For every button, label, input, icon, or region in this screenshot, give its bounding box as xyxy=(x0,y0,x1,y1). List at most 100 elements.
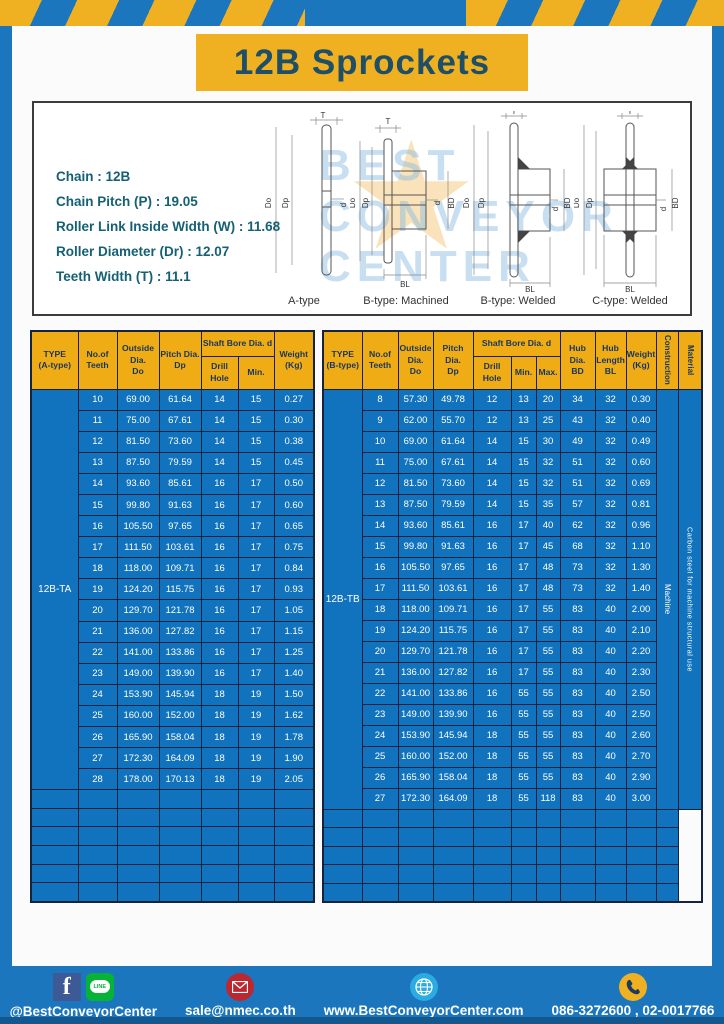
empty-cell xyxy=(158,826,202,847)
table-cell: 40 xyxy=(594,745,627,768)
empty-cell xyxy=(273,826,315,847)
empty-cell xyxy=(30,826,79,847)
table-cell: 32 xyxy=(594,409,627,432)
table-cell: 17 xyxy=(510,661,537,684)
table-cell: 153.90 xyxy=(116,683,160,706)
table-cell: 19 xyxy=(77,578,118,601)
table-cell: 16 xyxy=(472,703,512,726)
table-cell: 69.00 xyxy=(116,388,160,411)
svg-text:Do: Do xyxy=(462,197,471,208)
table-cell: 28 xyxy=(77,768,118,791)
table-cell: 55 xyxy=(510,745,537,768)
table-cell: 14 xyxy=(200,451,239,474)
empty-cell xyxy=(116,826,160,847)
empty-cell xyxy=(158,807,202,828)
table-cell: 160.00 xyxy=(116,704,160,728)
table-cell: 93.60 xyxy=(397,514,434,537)
table-row: 20 129.70 121.78 16 17 55 83 40 2.20 xyxy=(323,640,702,663)
table-cell: 16 xyxy=(472,682,512,705)
table-cell: 16 xyxy=(77,515,118,538)
table-b-type: TYPE (B-type) No.of Teeth Outside Dia. D… xyxy=(322,330,704,903)
empty-cell xyxy=(361,808,399,828)
diagram-label: A-type xyxy=(288,295,320,307)
table-cell: 12 xyxy=(361,472,399,495)
table-cell: 40 xyxy=(594,787,627,810)
table-row: 15 99.80 91.63 16 17 45 68 32 1.10 xyxy=(323,535,702,558)
table-cell: 158.04 xyxy=(158,725,202,749)
table-cell: 124.20 xyxy=(397,619,434,642)
table-cell: 14 xyxy=(200,430,239,453)
table-cell: 2.00 xyxy=(625,598,657,621)
table-cell: 2.90 xyxy=(625,766,657,789)
empty-cell xyxy=(655,808,679,828)
table-cell: 87.50 xyxy=(397,493,434,516)
empty-cell xyxy=(397,882,434,902)
table-row: 11 75.00 67.61 14 15 32 51 32 0.60 xyxy=(323,451,702,474)
phone-icon xyxy=(618,972,647,1001)
col-header-min: Min. xyxy=(510,355,537,390)
table-row: 12 81.50 73.60 14 15 0.38 xyxy=(31,430,315,453)
spec-line: Chain : 12B xyxy=(56,169,131,184)
table-cell: 18 xyxy=(200,768,239,791)
empty-cell xyxy=(200,845,239,865)
svg-text:BD: BD xyxy=(671,197,680,208)
table-b-header: TYPE (B-type) No.of Teeth Outside Dia. D… xyxy=(322,330,703,390)
sprocket-diagrams: T Do Dp d A-type xyxy=(258,111,686,307)
table-cell: 20 xyxy=(535,388,561,411)
b-type-welded-drawing: T Do Dp d BD BL xyxy=(462,111,572,293)
col-header-material: Material xyxy=(677,330,703,390)
table-cell: 18 xyxy=(200,704,239,728)
table-cell: 20 xyxy=(77,599,118,622)
table-cell: 133.86 xyxy=(158,641,202,664)
table-cell: 85.61 xyxy=(432,514,474,537)
empty-cell xyxy=(200,826,239,847)
table-cell: 14 xyxy=(200,388,239,411)
empty-cell xyxy=(158,882,202,902)
table-row xyxy=(322,808,702,828)
table-row xyxy=(30,882,315,902)
table-cell: 26 xyxy=(77,725,118,749)
table-row: 10 69.00 61.64 14 15 30 49 32 0.49 xyxy=(323,430,702,453)
empty-cell xyxy=(237,882,275,902)
table-cell: 49.78 xyxy=(432,388,474,411)
empty-cell xyxy=(158,789,202,809)
table-cell: 18 xyxy=(472,745,512,768)
table-cell: 109.71 xyxy=(158,557,202,580)
line-icon: LINE xyxy=(85,972,114,1001)
table-cell: 40 xyxy=(594,598,627,621)
table-cell: 2.60 xyxy=(625,724,657,747)
diagonal-stripes-left xyxy=(0,0,305,26)
table-cell: 14 xyxy=(472,493,512,516)
table-cell: 11 xyxy=(77,409,118,432)
table-cell: 40 xyxy=(594,640,627,663)
table-cell: 81.50 xyxy=(397,472,434,495)
table-cell: 67.61 xyxy=(432,451,474,474)
table-cell: 170.13 xyxy=(158,768,202,791)
globe-icon xyxy=(409,972,438,1001)
table-cell: 164.09 xyxy=(432,787,474,810)
table-cell: 16 xyxy=(361,556,399,579)
table-cell: 19 xyxy=(237,725,275,749)
table-cell: 172.30 xyxy=(397,787,434,810)
empty-cell xyxy=(200,807,239,828)
table-cell: 17 xyxy=(237,641,275,664)
contact-footer: f LINE @BestConveyorCenter sale@nmec.co.… xyxy=(0,966,724,1024)
empty-cell xyxy=(559,864,596,884)
table-cell: 20 xyxy=(361,640,399,663)
table-cell: 149.00 xyxy=(397,703,434,726)
table-cell: 16 xyxy=(472,577,512,600)
table-cell: 21 xyxy=(77,620,118,643)
table-cell: 19 xyxy=(237,683,275,706)
col-header-teeth: No.of Teeth xyxy=(361,330,399,390)
table-cell: 57 xyxy=(559,493,596,516)
col-header-hub-length: Hub Length BL xyxy=(594,330,627,390)
table-cell: 118.00 xyxy=(397,598,434,621)
empty-cell xyxy=(594,827,627,847)
table-cell: 79.59 xyxy=(432,493,474,516)
table-cell: 10 xyxy=(361,430,399,453)
empty-cell xyxy=(30,789,79,809)
empty-cell xyxy=(397,827,434,847)
table-cell: 40 xyxy=(594,619,627,642)
empty-cell xyxy=(237,807,275,828)
table-row: 26 165.90 158.04 18 19 1.78 xyxy=(31,725,315,749)
